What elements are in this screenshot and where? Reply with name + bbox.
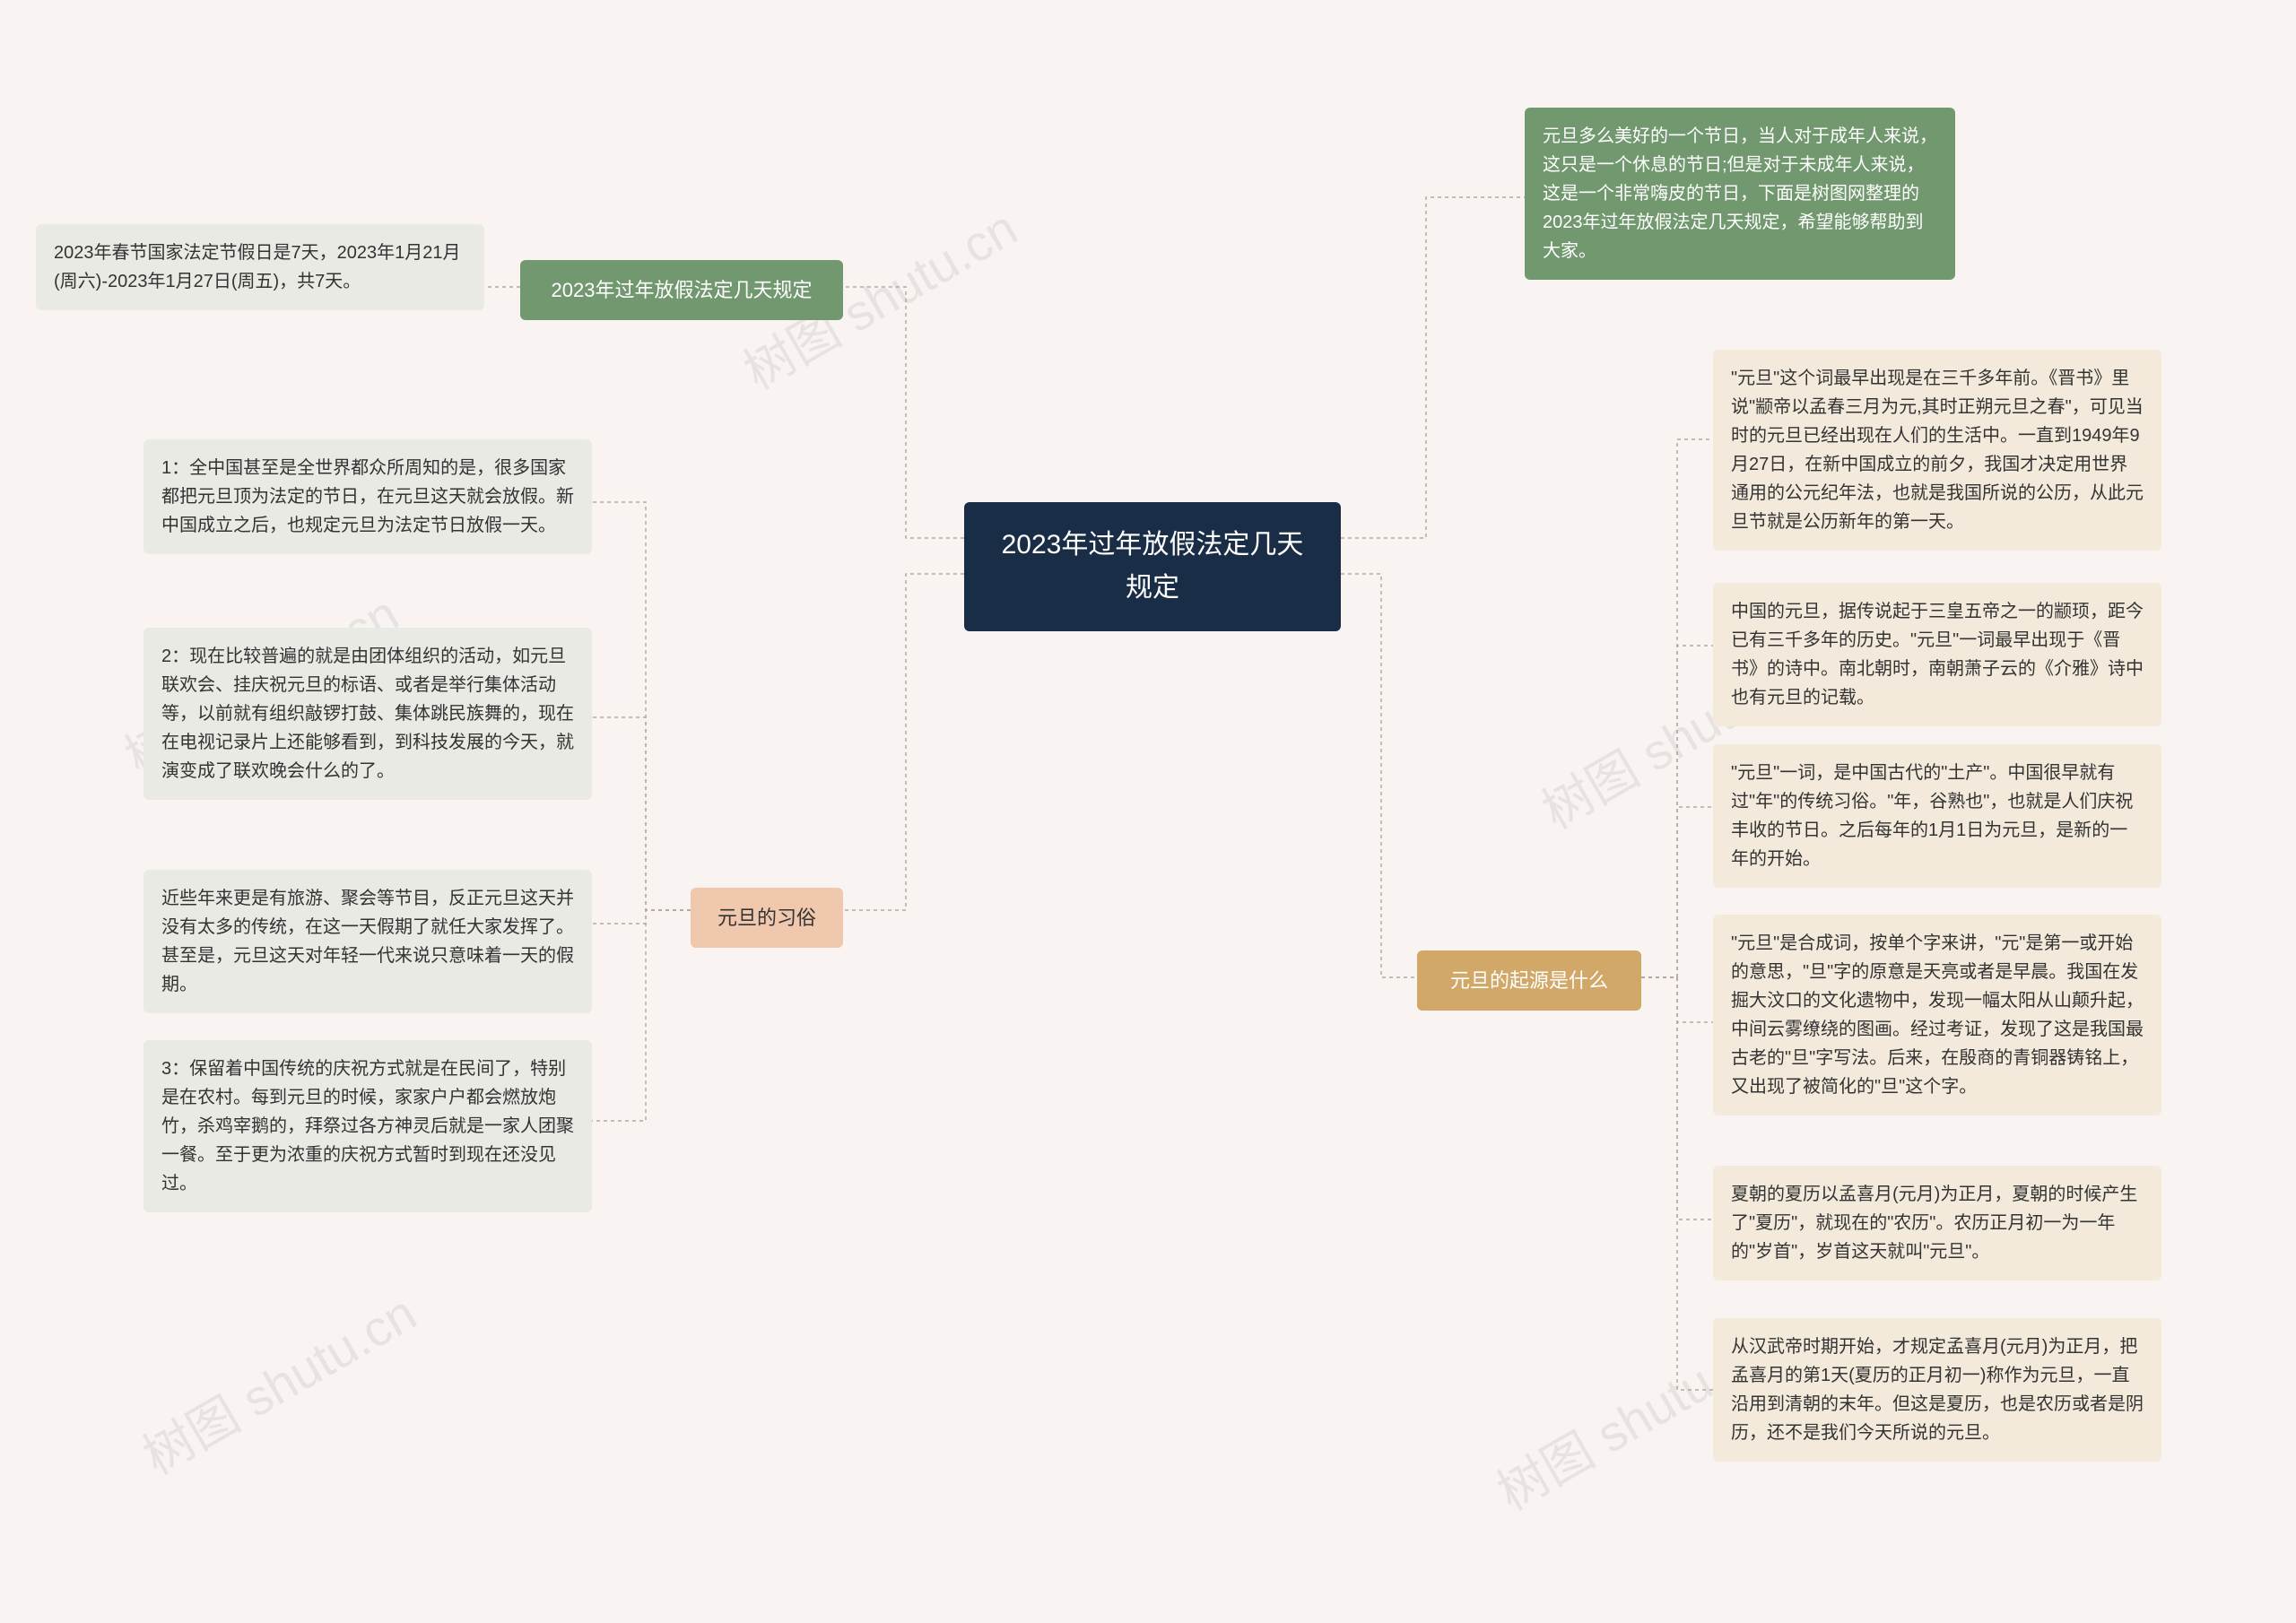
leaf-r-5: 从汉武帝时期开始，才规定孟喜月(元月)为正月，把孟喜月的第1天(夏历的正月初一)… [1713,1318,2161,1462]
leaf-lb-0: 1：全中国甚至是全世界都众所周知的是，很多国家都把元旦顶为法定的节日，在元旦这天… [144,439,592,554]
leaf-r-0: "元旦"这个词最早出现是在三千多年前。《晋书》里说"颛帝以孟春三月为元,其时正朔… [1713,350,2161,551]
leaf-r-3: "元旦"是合成词，按单个字来讲，"元"是第一或开始的意思，"旦"字的原意是天亮或… [1713,915,2161,1115]
leaf-lb-2: 近些年来更是有旅游、聚会等节目，反正元旦这天并没有太多的传统，在这一天假期了就任… [144,870,592,1013]
branch-right: 元旦的起源是什么 [1417,950,1641,1011]
leaf-lb-1: 2：现在比较普遍的就是由团体组织的活动，如元旦联欢会、挂庆祝元旦的标语、或者是举… [144,628,592,800]
intro-text: 元旦多么美好的一个节日，当人对于成年人来说，这只是一个休息的节日;但是对于未成年… [1525,108,1955,280]
leaf-r-2: "元旦"一词，是中国古代的"土产"。中国很早就有过"年"的传统习俗。"年，谷熟也… [1713,744,2161,888]
leaf-r-1: 中国的元旦，据传说起于三皇五帝之一的颛顼，距今已有三千多年的历史。"元旦"一词最… [1713,583,2161,726]
branch-left-top: 2023年过年放假法定几天规定 [520,260,843,320]
watermark: 树图 shutu.cn [127,1274,427,1489]
leaf-left-top: 2023年春节国家法定节假日是7天，2023年1月21月(周六)-2023年1月… [36,224,484,310]
leaf-lb-3: 3：保留着中国传统的庆祝方式就是在民间了，特别是在农村。每到元旦的时候，家家户户… [144,1040,592,1212]
center-node: 2023年过年放假法定几天规定 [964,502,1341,631]
leaf-r-4: 夏朝的夏历以孟喜月(元月)为正月，夏朝的时候产生了"夏历"，就现在的"农历"。农… [1713,1166,2161,1280]
branch-left-bottom: 元旦的习俗 [691,888,843,948]
